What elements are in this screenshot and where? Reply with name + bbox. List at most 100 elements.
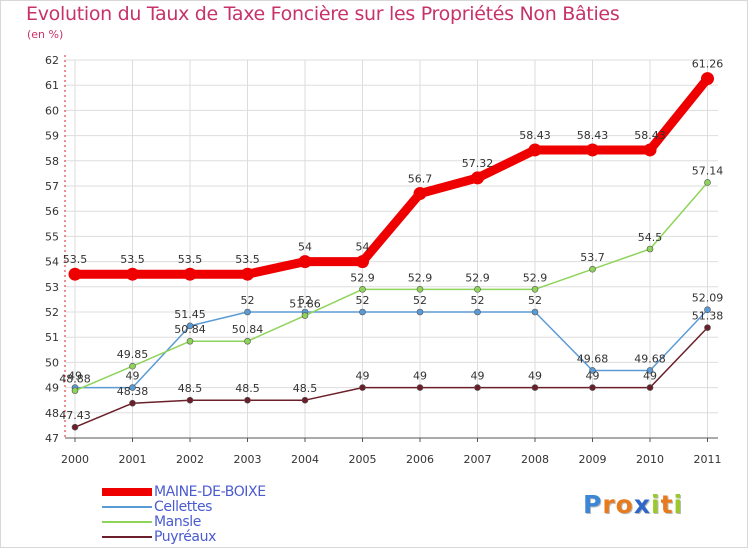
data-point-maine-de-boixe bbox=[298, 255, 312, 269]
data-point-mansle bbox=[416, 286, 424, 293]
chart-series-lines bbox=[68, 72, 714, 431]
data-label-cellettes: 52 bbox=[528, 294, 542, 307]
data-label-cellettes: 49 bbox=[68, 370, 82, 383]
data-label-puyreaux: 48.5 bbox=[178, 382, 203, 395]
data-label-cellettes: 52 bbox=[356, 294, 370, 307]
proxiti-logo: Proxiti bbox=[583, 490, 683, 519]
x-tick-label: 2006 bbox=[406, 453, 434, 466]
data-label-puyreaux: 48.38 bbox=[117, 385, 149, 398]
y-tick-label: 57 bbox=[45, 180, 59, 193]
data-label-cellettes: 52 bbox=[413, 294, 427, 307]
data-point-puyreaux bbox=[359, 384, 366, 391]
data-point-maine-de-boixe bbox=[528, 143, 542, 157]
y-tick-label: 59 bbox=[45, 130, 59, 143]
data-point-cellettes bbox=[646, 367, 654, 374]
x-tick-label: 2001 bbox=[119, 453, 147, 466]
x-tick-label: 2009 bbox=[579, 453, 607, 466]
data-point-maine-de-boixe bbox=[701, 72, 714, 86]
x-tick-label: 2000 bbox=[61, 453, 89, 466]
chart-grid bbox=[65, 59, 718, 439]
data-point-mansle bbox=[531, 286, 539, 293]
data-label-maine-de-boixe: 58.43 bbox=[519, 129, 551, 142]
data-label-mansle: 54.5 bbox=[638, 231, 663, 244]
x-tick-label: 2008 bbox=[521, 453, 549, 466]
data-label-cellettes: 49.68 bbox=[577, 352, 609, 365]
data-point-puyreaux bbox=[186, 396, 194, 404]
legend-label: Mansle bbox=[154, 514, 201, 530]
data-point-puyreaux bbox=[416, 384, 424, 391]
y-tick-label: 47 bbox=[45, 432, 59, 445]
y-tick-label: 53 bbox=[45, 281, 59, 294]
data-point-maine-de-boixe bbox=[471, 171, 484, 185]
x-tick-label: 2005 bbox=[349, 453, 377, 466]
y-tick-label: 51 bbox=[45, 331, 59, 344]
y-tick-label: 55 bbox=[45, 230, 59, 243]
data-label-mansle: 50.84 bbox=[174, 323, 206, 336]
logo-letter: P bbox=[583, 490, 603, 519]
y-tick-label: 62 bbox=[45, 54, 59, 67]
data-label-puyreaux: 49 bbox=[413, 370, 427, 383]
data-label-puyreaux: 48.5 bbox=[293, 382, 318, 395]
y-tick-label: 54 bbox=[45, 256, 59, 269]
data-label-maine-de-boixe: 58.43 bbox=[577, 129, 609, 142]
data-point-mansle bbox=[244, 337, 251, 345]
data-point-mansle bbox=[474, 286, 481, 293]
data-label-puyreaux: 49 bbox=[528, 370, 542, 383]
series-line-puyreaux bbox=[74, 326, 709, 428]
data-point-maine-de-boixe bbox=[126, 267, 139, 281]
data-point-maine-de-boixe bbox=[241, 267, 254, 281]
data-label-maine-de-boixe: 53.5 bbox=[63, 253, 88, 266]
x-tick-label: 2003 bbox=[234, 453, 262, 466]
data-label-puyreaux: 51.38 bbox=[692, 310, 724, 323]
data-point-cellettes bbox=[531, 308, 539, 316]
data-label-maine-de-boixe: 56.7 bbox=[408, 173, 433, 186]
legend-swatch bbox=[102, 536, 152, 538]
data-label-puyreaux: 49 bbox=[643, 370, 657, 383]
chart-axes: 47 48 49 50 51 52 53 54 55 56 57 58 59 60 61 62 2000 2001… bbox=[45, 54, 722, 466]
x-tick-label: 2002 bbox=[176, 453, 204, 466]
y-tick-label: 52 bbox=[45, 306, 59, 319]
logo-letter: t bbox=[660, 490, 674, 519]
data-point-maine-de-boixe bbox=[413, 187, 427, 201]
data-label-maine-de-boixe: 54 bbox=[298, 241, 312, 254]
legend-swatch bbox=[102, 521, 152, 523]
data-label-mansle: 52.9 bbox=[465, 271, 490, 284]
data-point-mansle bbox=[186, 337, 194, 345]
data-point-puyreaux bbox=[474, 384, 481, 391]
data-label-maine-de-boixe: 53.5 bbox=[178, 253, 203, 266]
data-point-puyreaux bbox=[589, 384, 596, 391]
data-label-maine-de-boixe: 54 bbox=[356, 241, 370, 254]
y-tick-label: 60 bbox=[45, 104, 59, 117]
data-point-mansle bbox=[646, 245, 654, 253]
data-label-mansle: 48.88 bbox=[59, 373, 91, 386]
data-label-mansle: 51.86 bbox=[289, 298, 321, 311]
data-label-puyreaux: 49 bbox=[471, 370, 485, 383]
data-label-cellettes: 52 bbox=[471, 294, 485, 307]
data-label-cellettes: 49 bbox=[126, 370, 140, 383]
data-point-puyreaux bbox=[71, 423, 79, 431]
data-label-puyreaux: 47.43 bbox=[59, 409, 91, 422]
y-tick-label: 56 bbox=[45, 205, 59, 218]
data-label-mansle: 52.9 bbox=[523, 271, 548, 284]
data-point-mansle bbox=[359, 286, 366, 293]
data-point-cellettes bbox=[589, 367, 596, 374]
data-point-puyreaux bbox=[704, 324, 711, 331]
legend-label: Cellettes bbox=[154, 499, 213, 515]
logo-letter: r bbox=[602, 490, 616, 519]
x-tick-label: 2011 bbox=[694, 453, 722, 466]
data-point-mansle bbox=[71, 387, 79, 394]
data-point-maine-de-boixe bbox=[643, 143, 657, 157]
y-tick-label: 49 bbox=[45, 382, 59, 395]
x-tick-label: 2007 bbox=[464, 453, 492, 466]
data-point-puyreaux bbox=[646, 384, 654, 391]
data-point-mansle bbox=[589, 265, 596, 273]
data-point-puyreaux bbox=[531, 384, 539, 391]
legend-swatch bbox=[102, 506, 152, 508]
data-point-cellettes bbox=[474, 308, 481, 316]
data-point-maine-de-boixe bbox=[183, 267, 197, 281]
series-line-maine-de-boixe bbox=[70, 74, 712, 279]
data-label-maine-de-boixe: 61.26 bbox=[692, 58, 724, 71]
data-point-maine-de-boixe bbox=[356, 255, 369, 269]
legend-swatch bbox=[102, 488, 152, 496]
y-tick-label: 50 bbox=[45, 356, 59, 369]
